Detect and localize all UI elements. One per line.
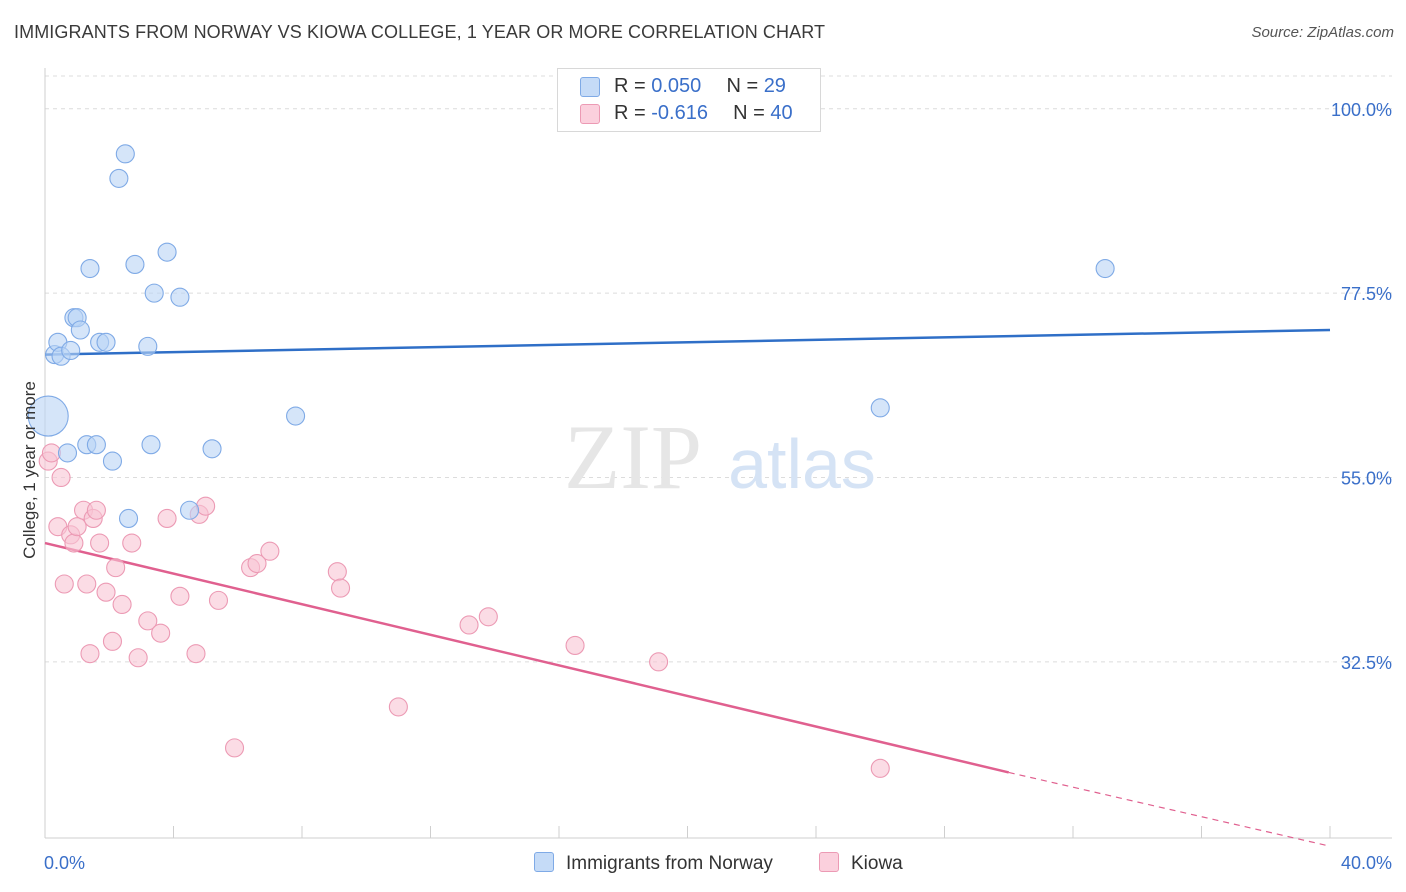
kiowa-point [224, 738, 245, 758]
tick-labels: 32.5% 55.0% 77.5% 100.0% 0.0% 40.0% [44, 100, 1392, 873]
kiowa-point [327, 562, 347, 582]
data-points [27, 144, 1115, 778]
kiowa-point [170, 586, 190, 606]
norway-legend-swatch [534, 852, 554, 872]
kiowa-point [64, 533, 84, 553]
y-tick-label: 32.5% [1341, 653, 1392, 673]
n-value-kiowa: 40 [770, 102, 793, 124]
kiowa-point [247, 553, 267, 574]
kiowa-point [102, 631, 123, 651]
norway-point [109, 168, 129, 188]
n-label: N = [733, 102, 771, 124]
kiowa-point [86, 500, 106, 520]
axes [44, 68, 1392, 839]
series-legend: Immigrants from Norway Kiowa [0, 852, 1406, 878]
norway-point [125, 254, 145, 275]
kiowa-point [151, 623, 171, 643]
kiowa-point [80, 644, 100, 664]
n-label: N = [726, 75, 764, 97]
kiowa-trend-extension [1008, 771, 1331, 847]
kiowa-point [96, 582, 116, 602]
norway-point [286, 406, 306, 426]
norway-point [157, 242, 177, 262]
kiowa-trend-line [44, 541, 1010, 774]
kiowa-point [478, 607, 498, 627]
kiowa-point [51, 467, 71, 488]
kiowa-point [260, 541, 280, 561]
norway-point [141, 435, 161, 455]
norway-point [1095, 258, 1115, 279]
x-tick-label-min: 0.0% [44, 853, 85, 873]
norway-point [86, 435, 106, 455]
r-value-kiowa: -0.616 [651, 102, 708, 124]
norway-point [57, 443, 78, 463]
kiowa-point [128, 648, 148, 668]
norway-point [202, 439, 222, 459]
r-label: R = [614, 75, 652, 97]
kiowa-point [388, 697, 408, 717]
norway-point [27, 395, 69, 437]
kiowa-point [138, 611, 158, 631]
y-tick-label: 100.0% [1331, 100, 1392, 120]
watermark-zip: ZIP [564, 406, 702, 508]
norway-point [180, 500, 200, 520]
kiowa-point [77, 574, 97, 594]
kiowa-point [122, 533, 142, 553]
kiowa-swatch [580, 104, 600, 124]
norway-point [102, 451, 123, 471]
kiowa-point [67, 517, 87, 537]
y-tick-label: 55.0% [1341, 468, 1392, 488]
kiowa-point [54, 574, 74, 594]
kiowa-point [870, 758, 890, 778]
norway-point [61, 340, 81, 361]
norway-point [118, 508, 139, 529]
kiowa-point [106, 558, 126, 578]
kiowa-point [459, 615, 479, 635]
norway-point [80, 258, 100, 279]
norway-point [144, 283, 164, 303]
legend-label-norway: Immigrants from Norway [566, 853, 773, 874]
norway-trend-line [44, 328, 1331, 356]
kiowa-point [186, 644, 206, 664]
watermark-atlas: atlas [728, 425, 876, 503]
norway-point [138, 336, 158, 356]
kiowa-point [208, 590, 229, 610]
chart-title: IMMIGRANTS FROM NORWAY VS KIOWA COLLEGE,… [14, 22, 826, 42]
kiowa-point [157, 508, 177, 529]
norway-point [170, 287, 190, 307]
norway-swatch [580, 77, 600, 97]
y-tick-label: 77.5% [1341, 284, 1392, 304]
kiowa-point [330, 578, 351, 598]
norway-point [870, 398, 890, 418]
kiowa-point [112, 594, 132, 615]
kiowa-point [649, 652, 669, 672]
source-label: Source: ZipAtlas.com [1251, 24, 1394, 41]
norway-point [70, 320, 90, 340]
n-value-norway: 29 [763, 75, 786, 97]
r-label: R = [614, 102, 652, 124]
legend-item-kiowa: Kiowa [819, 852, 903, 875]
kiowa-legend-swatch [819, 852, 839, 872]
kiowa-point [196, 496, 216, 516]
x-tick-label-max: 40.0% [1341, 853, 1392, 873]
kiowa-point [90, 533, 110, 553]
norway-point [115, 144, 135, 164]
legend-item-norway: Immigrants from Norway [534, 852, 773, 875]
kiowa-point [41, 443, 61, 463]
norway-point [96, 332, 116, 352]
legend-label-kiowa: Kiowa [851, 853, 903, 874]
kiowa-point [565, 635, 585, 656]
trend-lines [44, 328, 1331, 847]
r-value-norway: 0.050 [651, 75, 702, 97]
y-axis-label: College, 1 year or more [20, 381, 39, 559]
correlation-legend: R = 0.050 N = 29 R = -0.616 N = 40 [557, 68, 821, 132]
